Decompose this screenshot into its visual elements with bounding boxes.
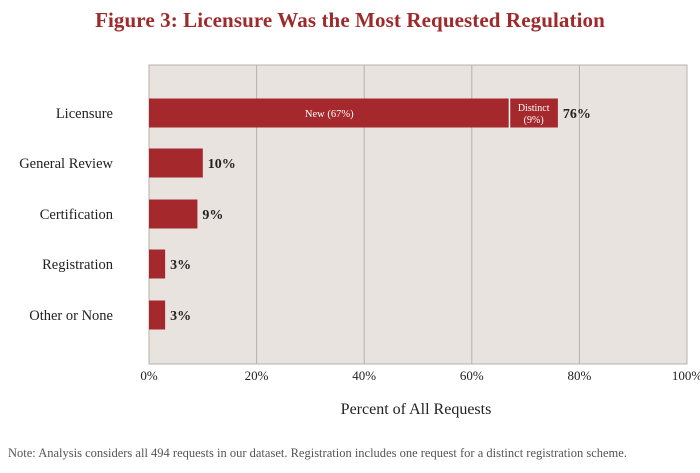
bar-segment [509,98,558,128]
segment-label: New (67%) [305,109,354,120]
bar-segment [149,98,510,128]
category-label: Certification [40,207,114,223]
segment-label: Distinct (9%) [518,103,550,126]
data-label: 10% [208,157,236,172]
bar-chart: 0% 20% 40% 60% 80% 100% Percent of All Request… [19,64,700,418]
x-tick-label: 0% [140,368,158,383]
data-label: 9% [202,208,223,223]
category-label: Registration [42,257,114,273]
footnote: Note: Analysis considers all 494 request… [8,446,627,460]
category-label: Other or None [29,308,113,324]
data-label: 76% [563,107,591,122]
x-tick-label: 60% [460,368,484,383]
category-label: Licensure [56,106,113,122]
chart-title: Figure 3: Licensure Was the Most Request… [95,8,605,32]
x-axis-title: Percent of All Requests [341,401,492,418]
data-label: 3% [170,309,191,324]
x-tick-label: 80% [567,368,591,383]
x-tick-label: 40% [352,368,376,383]
bar-segment [149,199,198,229]
bar-segment [149,148,203,178]
x-tick-label: 20% [245,368,269,383]
bar-segment [149,249,166,279]
category-label: General Review [19,156,113,172]
data-label: 3% [170,258,191,273]
x-tick-label: 100% [672,368,700,383]
bar-segment [149,300,166,330]
